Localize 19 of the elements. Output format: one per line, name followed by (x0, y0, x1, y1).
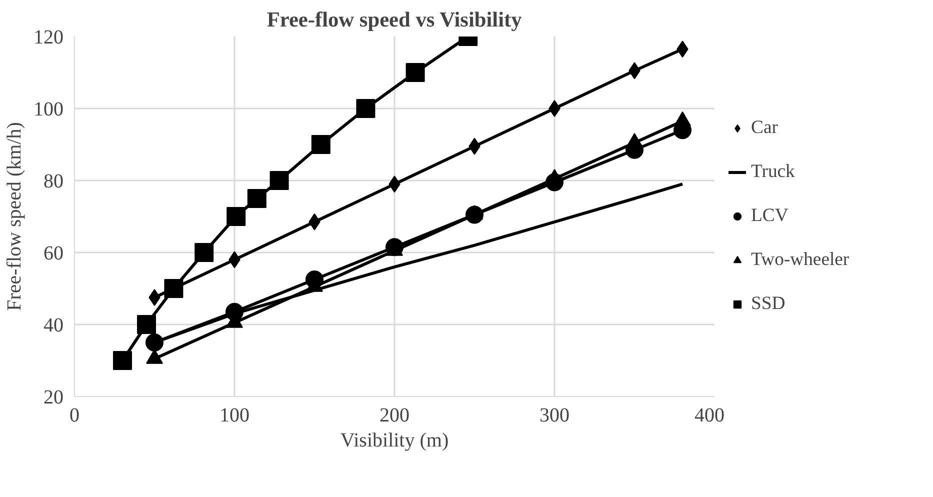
y-tick-label: 80 (44, 170, 64, 192)
legend-label: SSD (751, 293, 786, 315)
y-tick-label: 120 (34, 26, 64, 48)
legend-label: Car (751, 117, 778, 139)
chart-title: Free-flow speed vs Visibility (266, 8, 522, 32)
x-tick-label: 300 (540, 404, 570, 426)
y-axis-title: Free-flow speed (km/h) (4, 122, 26, 311)
x-tick-label: 0 (70, 404, 80, 426)
legend-label: Two-wheeler (751, 249, 850, 271)
x-axis-title: Visibility (m) (340, 430, 449, 452)
legend-label: LCV (751, 205, 788, 227)
y-tick-label: 100 (34, 98, 64, 120)
x-tick-label: 400 (694, 404, 724, 426)
y-tick-label: 40 (44, 314, 64, 336)
x-tick-label: 100 (220, 404, 250, 426)
y-tick-label: 60 (44, 242, 64, 264)
x-tick-label: 200 (380, 404, 410, 426)
y-tick-label: 20 (44, 386, 64, 408)
legend-label: Truck (751, 161, 795, 183)
